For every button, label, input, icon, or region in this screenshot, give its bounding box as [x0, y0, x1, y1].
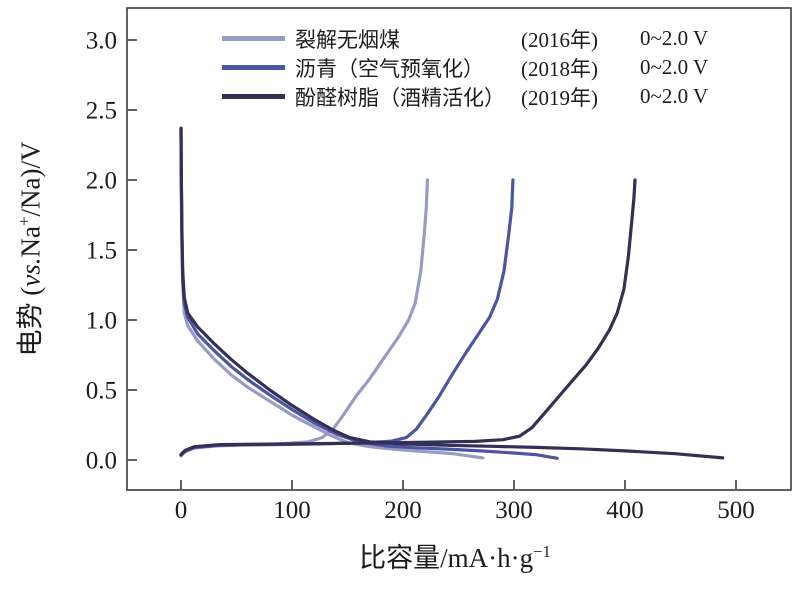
x-axis-title-text: 比容量/mA·h·g: [359, 543, 534, 573]
legend-line-swatch: [222, 94, 285, 99]
x-axis-title: 比容量/mA·h·g−1: [359, 536, 551, 575]
legend-series-name: 裂解无烟煤: [295, 27, 400, 52]
x-tick-label: 0: [175, 497, 188, 524]
legend-voltage-range: 0~2.0 V: [640, 55, 709, 79]
y-tick-label: 1.5: [86, 238, 117, 265]
x-axis-title-superscript: −1: [533, 542, 551, 561]
legend-series-year: (2016年): [521, 27, 598, 52]
curve-charge-3: [179, 178, 637, 456]
y-axis-title-na: Na: [15, 225, 46, 258]
y-axis-title-superscript: +: [14, 216, 34, 226]
legend-row-1: 裂解无烟煤 (2016年) 0~2.0 V: [222, 24, 708, 53]
curve-discharge-2: [179, 126, 559, 460]
curve-discharge-1: [179, 126, 485, 460]
curve-discharge-3: [179, 126, 725, 460]
y-axis-title-vs: vs.: [15, 257, 46, 287]
plot-frame: [126, 7, 792, 491]
legend-series-name: 沥青（空气预氧化）: [295, 56, 484, 81]
legend-row-2: 沥青（空气预氧化） (2018年) 0~2.0 V: [222, 53, 708, 82]
x-tick-label: 500: [717, 497, 755, 524]
x-tick-label: 100: [273, 497, 311, 524]
legend-series-year: (2018年): [521, 56, 598, 81]
x-tick-label: 300: [495, 497, 533, 524]
y-axis-title: 电势 (vs.Na+/Na)/V: [9, 142, 48, 357]
legend-voltage-range: 0~2.0 V: [640, 26, 709, 50]
y-tick-label: 0.5: [86, 378, 117, 405]
legend-line-swatch: [222, 36, 285, 41]
legend-row-3: 酚醛树脂（酒精活化） (2019年) 0~2.0 V: [222, 82, 708, 111]
curve-charge-2: [179, 178, 515, 457]
chart-legend: 裂解无烟煤 (2016年) 0~2.0 V 沥青（空气预氧化） (2018年) 0~2.0…: [222, 24, 708, 111]
y-tick-label: 1.0: [86, 308, 117, 335]
y-tick-label: 2.0: [86, 168, 117, 195]
x-tick-label: 200: [384, 497, 422, 524]
x-tick-label: 400: [606, 497, 644, 524]
legend-series-year: (2019年): [521, 85, 598, 110]
legend-line-swatch: [222, 65, 285, 70]
y-axis-title-prefix: 电势 (: [15, 286, 46, 357]
y-tick-label: 2.5: [86, 98, 117, 125]
y-tick-label: 3.0: [86, 28, 117, 55]
y-axis-title-suffix: /Na)/V: [15, 141, 46, 217]
legend-series-name: 酚醛树脂（酒精活化）: [295, 85, 505, 110]
legend-voltage-range: 0~2.0 V: [640, 84, 709, 108]
y-tick-label: 0.0: [86, 448, 117, 475]
